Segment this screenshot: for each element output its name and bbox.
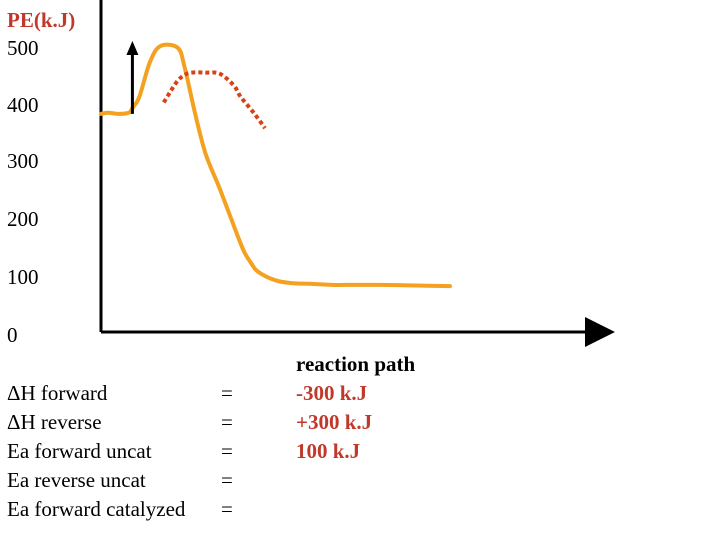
equals-sign: = — [221, 410, 233, 434]
question-label: Ea forward catalyzed — [7, 497, 186, 521]
answer-value: +300 k.J — [296, 410, 373, 434]
question-label: ΔH reverse — [7, 410, 102, 434]
question-list: ΔH forward ΔH reverse Ea forward uncat E… — [7, 379, 185, 524]
question-row: Ea reverse uncat — [7, 466, 185, 495]
equals-sign: = — [221, 497, 233, 521]
y-tick-label: 500 — [7, 36, 39, 60]
question-label: ΔH forward — [7, 381, 108, 405]
answer-value: 100 k.J — [296, 439, 361, 463]
equals-sign: = — [221, 439, 233, 463]
answer-value: -300 k.J — [296, 381, 368, 405]
equals-column: = = = = = — [221, 379, 233, 524]
catalyzed-curve — [162, 70, 267, 130]
answer-list: -300 k.J +300 k.J 100 k.J — [296, 379, 372, 466]
question-row: ΔH forward — [7, 379, 185, 408]
uncatalyzed-curve — [99, 42, 452, 289]
question-label: Ea forward uncat — [7, 439, 152, 463]
y-tick-label: 0 — [7, 323, 18, 347]
equals-sign: = — [221, 381, 233, 405]
y-tick-label: 200 — [7, 207, 39, 231]
x-axis-label: reaction path — [296, 352, 416, 376]
question-row: ΔH reverse — [7, 408, 185, 437]
question-row: Ea forward catalyzed — [7, 495, 185, 524]
question-label: Ea reverse uncat — [7, 468, 146, 492]
y-axis-label: PE(k.J) — [7, 8, 76, 32]
equals-sign: = — [221, 468, 233, 492]
question-row: Ea forward uncat — [7, 437, 185, 466]
activation-energy-arrow-head — [126, 41, 139, 55]
y-tick-label: 100 — [7, 265, 39, 289]
y-tick-label: 400 — [7, 93, 39, 117]
y-tick-label: 300 — [7, 149, 39, 173]
